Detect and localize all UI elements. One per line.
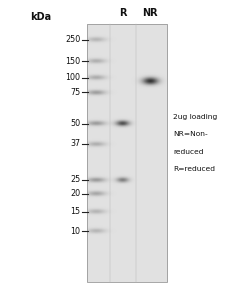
Text: 75: 75 [70,88,80,97]
Text: 250: 250 [65,35,80,44]
Bar [87,24,167,282]
Text: 100: 100 [65,73,80,82]
Text: R: R [119,8,126,19]
Text: 50: 50 [70,119,80,128]
Text: NR: NR [142,8,158,19]
Text: 2ug loading: 2ug loading [173,114,217,120]
Text: 10: 10 [70,226,80,236]
Text: R=reduced: R=reduced [173,166,215,172]
Text: 15: 15 [70,207,80,216]
Text: 150: 150 [65,57,80,66]
Text: NR=Non-: NR=Non- [173,131,208,137]
Text: 20: 20 [70,189,80,198]
Text: 37: 37 [70,140,80,148]
Text: reduced: reduced [173,149,203,155]
Text: kDa: kDa [30,11,51,22]
Text: 25: 25 [70,176,80,184]
